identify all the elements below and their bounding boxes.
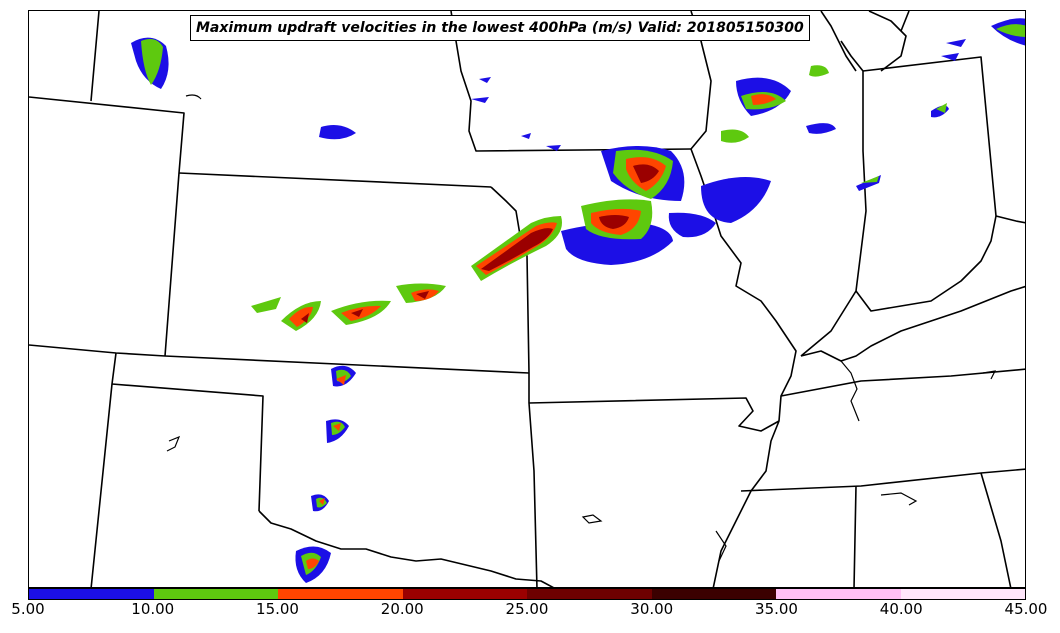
updraft-band-20-25 (301, 164, 659, 323)
colorbar-segment (153, 589, 278, 599)
boundary-oklahoma-texas (258, 510, 554, 587)
updraft-band-10-15 (141, 24, 1025, 575)
updraft-band-15-20 (289, 94, 776, 569)
boundary-illinois-indiana (800, 40, 867, 357)
boundary-colorado-south (29, 344, 530, 374)
boundary-nebraska-kansas (178, 172, 492, 188)
boundary-missouri-arkansas (528, 397, 780, 432)
lake-outline (880, 492, 918, 506)
colorbar-tick-label: 5.00 (11, 600, 45, 618)
updraft-field (131, 18, 1025, 583)
colorbar-tick-label: 45.00 (1004, 600, 1048, 618)
colorbar-segment (776, 589, 901, 599)
boundary-kentucky-tennessee (780, 368, 1025, 397)
state-boundaries (29, 11, 1025, 587)
lake-outline (840, 360, 860, 422)
colorbar-segment (527, 589, 652, 599)
boundary-alabama-georgia (853, 472, 1012, 587)
colorbar-tick-label: 30.00 (630, 600, 674, 618)
colorbar-tick-label: 15.00 (256, 600, 299, 618)
colorbar-tick-label: 25.00 (505, 600, 549, 618)
updraft-band-5-10 (131, 18, 1025, 583)
lake-outline (715, 530, 727, 562)
map-title: Maximum updraft velocities in the lowest… (190, 15, 810, 41)
colorbar-tick-label: 40.00 (879, 600, 923, 618)
colorbar-segment (278, 589, 403, 599)
coast-lake-michigan (820, 11, 910, 72)
map-panel (28, 10, 1026, 588)
lake-outline (982, 370, 997, 380)
boundary-ohio-river (800, 215, 1025, 362)
colorbar-segment (651, 589, 776, 599)
lake-outline (581, 514, 603, 524)
boundary-iowa-minnesota (450, 11, 692, 152)
colorbar-segment (900, 589, 1025, 599)
colorbar-tick-label: 35.00 (755, 600, 798, 618)
lake-outline (185, 94, 202, 100)
boundary-wyoming-colorado-east (29, 11, 185, 357)
boundary-tennessee-south (740, 468, 1025, 492)
colorbar-tick-labels: 5.00 10.00 15.00 20.00 25.00 30.00 35.00 40.00 4… (0, 600, 1060, 630)
lake-outlines (166, 94, 997, 562)
boundary-indiana-ohio (855, 56, 997, 312)
boundary-new-mexico (90, 352, 264, 587)
map-canvas (29, 11, 1025, 587)
colorbar-tick-label: 10.00 (131, 600, 175, 618)
boundary-oklahoma-arkansas (528, 402, 538, 587)
colorbar-segment (402, 589, 527, 599)
colorbar-segment (29, 589, 154, 599)
boundary-kansas-missouri (490, 186, 530, 403)
colorbar (28, 588, 1026, 600)
colorbar-tick-label: 20.00 (380, 600, 424, 618)
lake-outline (166, 435, 181, 452)
boundary-mississippi-river (690, 148, 797, 587)
